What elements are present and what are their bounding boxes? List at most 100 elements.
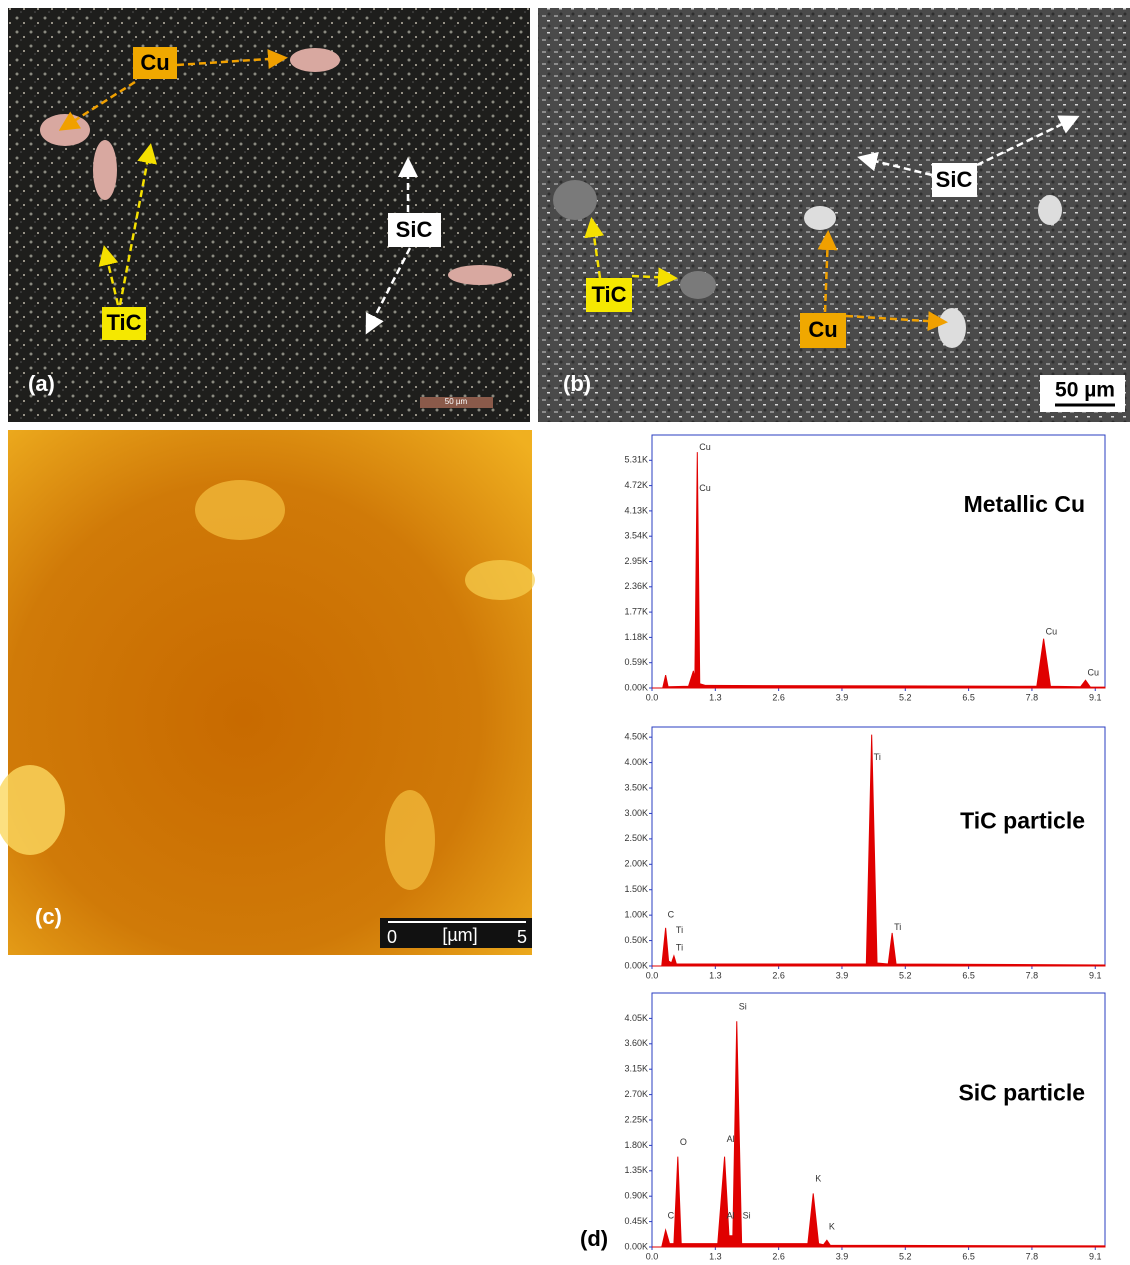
peak-label: O bbox=[680, 1137, 687, 1147]
annotation: TiC bbox=[591, 282, 626, 307]
cu-particle bbox=[1038, 195, 1062, 225]
x-tick-label: 0.0 bbox=[646, 970, 659, 980]
peak-label: Cu bbox=[1088, 667, 1100, 677]
peak-label: Ti bbox=[894, 922, 901, 932]
x-tick-label: 2.6 bbox=[772, 1251, 785, 1260]
y-tick-label: 1.77K bbox=[624, 606, 648, 616]
y-tick-label: 1.18K bbox=[624, 632, 648, 642]
x-tick-label: 9.1 bbox=[1089, 970, 1102, 980]
annotation: SiC bbox=[936, 167, 973, 192]
y-tick-label: 3.54K bbox=[624, 531, 648, 541]
peak-label: Cu bbox=[699, 442, 711, 452]
y-tick-label: 0.50K bbox=[624, 935, 648, 945]
y-tick-label: 0.59K bbox=[624, 657, 648, 667]
x-tick-label: 5.2 bbox=[899, 1251, 912, 1260]
x-tick-label: 1.3 bbox=[709, 1251, 722, 1260]
plot-frame bbox=[652, 993, 1105, 1247]
y-tick-label: 5.31K bbox=[624, 455, 648, 465]
panel-d: 0.00K0.59K1.18K1.77K2.36K2.95K3.54K4.13K… bbox=[624, 435, 1105, 1260]
annotation: SiC bbox=[396, 217, 433, 242]
y-tick-label: 0.90K bbox=[624, 1191, 648, 1201]
panel-a: Cu TiC SiC (a) 50 µm bbox=[8, 8, 530, 422]
tic-particle bbox=[680, 271, 716, 299]
x-tick-label: 7.8 bbox=[1026, 692, 1039, 702]
cu-particle bbox=[448, 265, 512, 285]
y-tick-label: 3.15K bbox=[624, 1064, 648, 1074]
peak-label: Si bbox=[739, 1001, 747, 1011]
peak-label: Cu bbox=[699, 483, 711, 493]
chart-title: TiC particle bbox=[960, 808, 1085, 834]
cu-particle bbox=[290, 48, 340, 72]
y-tick-label: 0.45K bbox=[624, 1216, 648, 1226]
figure: Cu TiC SiC (a) 50 µm SiC TiC Cu (b) 50 µ… bbox=[0, 0, 1130, 1260]
peak-label: Ti bbox=[874, 752, 881, 762]
y-tick-label: 4.72K bbox=[624, 480, 648, 490]
y-tick-label: 4.13K bbox=[624, 505, 648, 515]
scale-text: 5 bbox=[517, 927, 527, 947]
y-tick-label: 0.00K bbox=[624, 682, 648, 692]
panel-label: (c) bbox=[35, 904, 62, 929]
x-tick-label: 6.5 bbox=[962, 970, 975, 980]
x-tick-label: 3.9 bbox=[836, 970, 849, 980]
cu-particle bbox=[40, 114, 90, 146]
y-tick-label: 2.25K bbox=[624, 1114, 648, 1124]
x-tick-label: 3.9 bbox=[836, 1251, 849, 1260]
feature bbox=[465, 560, 535, 600]
plot-frame bbox=[652, 435, 1105, 688]
peak-label: Ti bbox=[676, 925, 683, 935]
y-tick-label: 2.70K bbox=[624, 1089, 648, 1099]
annotation: Cu bbox=[140, 50, 169, 75]
y-tick-label: 3.50K bbox=[624, 782, 648, 792]
x-tick-label: 7.8 bbox=[1026, 1251, 1039, 1260]
x-tick-label: 6.5 bbox=[962, 692, 975, 702]
panel-label: (b) bbox=[563, 371, 591, 396]
y-tick-label: 3.60K bbox=[624, 1038, 648, 1048]
panel-label: (a) bbox=[28, 371, 55, 396]
x-tick-label: 0.0 bbox=[646, 692, 659, 702]
x-tick-label: 1.3 bbox=[709, 970, 722, 980]
y-tick-label: 1.50K bbox=[624, 884, 648, 894]
y-tick-label: 1.80K bbox=[624, 1140, 648, 1150]
chart-title: Metallic Cu bbox=[964, 491, 1085, 517]
annotation: Cu bbox=[808, 317, 837, 342]
feature bbox=[195, 480, 285, 540]
x-tick-label: 1.3 bbox=[709, 692, 722, 702]
chart-title: SiC particle bbox=[958, 1080, 1085, 1106]
y-tick-label: 1.00K bbox=[624, 910, 648, 920]
x-tick-label: 5.2 bbox=[899, 692, 912, 702]
plot-frame bbox=[652, 727, 1105, 966]
y-tick-label: 2.50K bbox=[624, 833, 648, 843]
y-tick-label: 1.35K bbox=[624, 1165, 648, 1175]
tic-particle bbox=[553, 180, 597, 220]
cu-particle bbox=[938, 308, 966, 348]
scale-text: 50 µm bbox=[1055, 379, 1115, 402]
y-tick-label: 4.00K bbox=[624, 757, 648, 767]
scale-text: [µm] bbox=[442, 925, 477, 945]
panel-b: SiC TiC Cu (b) 50 µm bbox=[538, 8, 1130, 422]
x-tick-label: 7.8 bbox=[1026, 970, 1039, 980]
peak-label: C bbox=[668, 910, 675, 920]
x-tick-label: 3.9 bbox=[836, 692, 849, 702]
panel-label: (d) bbox=[580, 1226, 608, 1251]
spectrum bbox=[652, 735, 1105, 966]
peak-label: K bbox=[815, 1174, 821, 1184]
panel-c: (c) 0 [µm] 5 bbox=[0, 430, 535, 955]
y-tick-label: 3.00K bbox=[624, 808, 648, 818]
annotation: TiC bbox=[106, 310, 141, 335]
x-tick-label: 2.6 bbox=[772, 692, 785, 702]
peak-label: Ti bbox=[676, 943, 683, 953]
x-tick-label: 9.1 bbox=[1089, 1251, 1102, 1260]
peak-label: C bbox=[668, 1210, 675, 1220]
feature bbox=[385, 790, 435, 890]
optical-micrograph bbox=[8, 8, 530, 422]
x-tick-label: 5.2 bbox=[899, 970, 912, 980]
cu-particle bbox=[804, 206, 836, 230]
y-tick-label: 0.00K bbox=[624, 960, 648, 970]
scale-text: 0 bbox=[387, 927, 397, 947]
y-tick-label: 0.00K bbox=[624, 1241, 648, 1251]
y-tick-label: 2.00K bbox=[624, 859, 648, 869]
x-tick-label: 6.5 bbox=[962, 1251, 975, 1260]
y-tick-label: 2.36K bbox=[624, 581, 648, 591]
peak-label: K bbox=[829, 1222, 835, 1232]
scale-text: 50 µm bbox=[445, 397, 468, 406]
